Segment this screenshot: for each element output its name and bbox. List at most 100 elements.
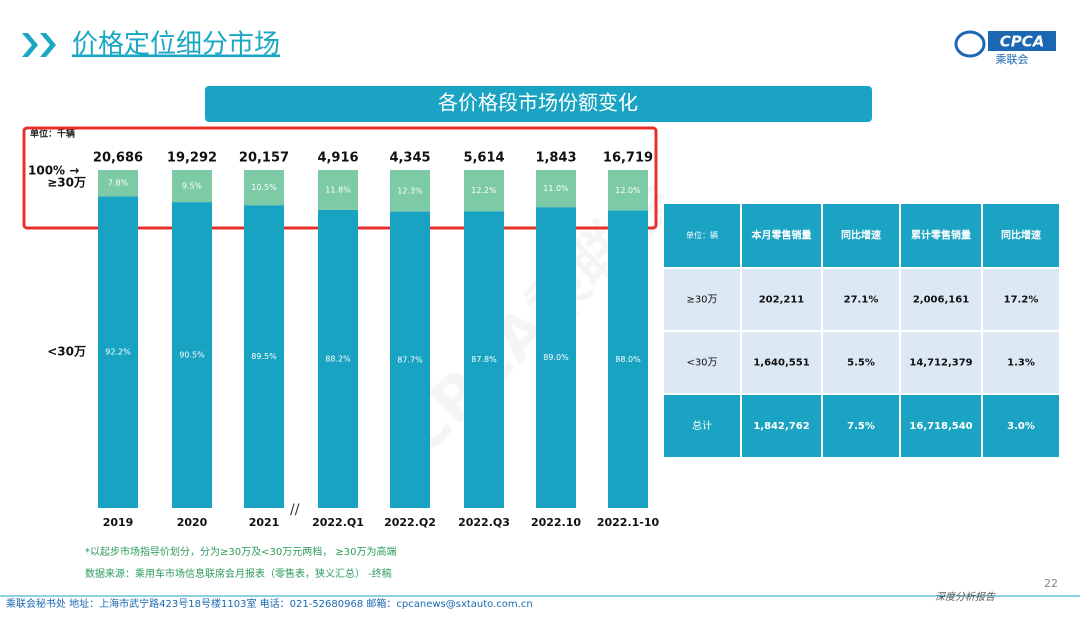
table-cell bbox=[981, 393, 1061, 459]
bar-segment bbox=[464, 170, 504, 212]
data-label: 87.7% bbox=[397, 355, 423, 364]
bar-segment bbox=[464, 211, 504, 508]
table-cell bbox=[981, 330, 1061, 395]
table-cell bbox=[899, 202, 983, 269]
table-text: 3.0% bbox=[1007, 421, 1035, 432]
note: *以起步市场指导价划分，分为≥30万及<30万元两档， ≥30万为高端 bbox=[85, 545, 397, 558]
x-tick-label: 2022.Q1 bbox=[312, 516, 364, 529]
data-label: 12.3% bbox=[397, 186, 423, 195]
bar-segment bbox=[536, 207, 576, 508]
top-label: 100% → bbox=[28, 164, 79, 178]
table-cell bbox=[899, 330, 983, 395]
x-tick-label: 2022.10 bbox=[531, 516, 581, 529]
total-label: 16,719 bbox=[603, 151, 653, 166]
bar-segment bbox=[98, 170, 138, 197]
footer-address: 乘联会秘书处 地址：上海市武宁路423号18号楼1103室 电话：021-526… bbox=[6, 597, 533, 610]
data-label: 89.0% bbox=[543, 353, 569, 362]
table-cell bbox=[662, 267, 742, 332]
table-text: 14,712,379 bbox=[909, 358, 972, 369]
unit-label: 单位：千辆 bbox=[30, 128, 75, 140]
logo-icon bbox=[954, 30, 986, 58]
data-label: 9.5% bbox=[182, 182, 203, 191]
bar-segment bbox=[390, 211, 430, 508]
bar-segment bbox=[172, 202, 212, 509]
chart-banner bbox=[205, 86, 872, 122]
table-text: 本月零售销量 bbox=[752, 229, 812, 242]
slide-title: 价格定位细分市场 bbox=[72, 30, 280, 60]
data-label: 12.2% bbox=[471, 186, 497, 195]
table-cell bbox=[821, 393, 901, 459]
table-cell bbox=[740, 202, 823, 269]
logo-box bbox=[988, 31, 1056, 51]
x-tick-label: 2022.Q2 bbox=[384, 516, 436, 529]
x-tick-label: 2022.Q3 bbox=[458, 516, 510, 529]
table-text: 同比增速 bbox=[841, 229, 881, 242]
data-label: 88.0% bbox=[615, 355, 641, 364]
table-text: 5.5% bbox=[847, 358, 875, 369]
table-cell bbox=[821, 267, 901, 332]
footer-tagline: 深度分析报告 bbox=[935, 591, 996, 603]
x-tick-label: 2020 bbox=[177, 516, 208, 529]
data-label: 88.2% bbox=[325, 354, 351, 363]
table-text: 1,842,762 bbox=[753, 421, 809, 432]
bar-segment bbox=[244, 170, 284, 206]
total-label: 20,157 bbox=[239, 151, 289, 166]
total-label: 5,614 bbox=[463, 151, 504, 166]
total-label: 19,292 bbox=[167, 151, 217, 166]
bar-segment bbox=[608, 170, 648, 211]
data-label: 12.0% bbox=[615, 186, 641, 195]
bar-segment bbox=[536, 170, 576, 208]
data-label: 92.2% bbox=[105, 348, 131, 357]
table-text: ≥30万 bbox=[686, 295, 717, 306]
total-label: 4,345 bbox=[389, 151, 430, 166]
data-label: 7.8% bbox=[108, 179, 129, 188]
table-text: 27.1% bbox=[844, 295, 879, 306]
table-text: 1.3% bbox=[1007, 358, 1035, 369]
table-cell bbox=[662, 330, 742, 395]
table-text: <30万 bbox=[686, 358, 717, 369]
table-cell bbox=[662, 393, 742, 459]
page-number: 22 bbox=[1044, 577, 1058, 590]
table-cell bbox=[662, 202, 742, 269]
table-text: 16,718,540 bbox=[909, 421, 972, 432]
table-text: 单位：辆 bbox=[686, 230, 718, 240]
table-text: 总计 bbox=[692, 419, 712, 432]
x-tick-label: 2021 bbox=[249, 516, 280, 529]
table-text: 同比增速 bbox=[1001, 229, 1041, 242]
data-label: 87.8% bbox=[471, 355, 497, 364]
chevron-icon bbox=[22, 33, 56, 57]
table-cell bbox=[740, 267, 823, 332]
data-label: 90.5% bbox=[179, 351, 205, 360]
chart-title: 各价格段市场份额变化 bbox=[438, 91, 638, 115]
table-text: 累计零售销量 bbox=[911, 229, 971, 242]
bar-segment bbox=[390, 170, 430, 212]
total-label: 20,686 bbox=[93, 151, 143, 166]
x-tick-label: 2022.1-10 bbox=[597, 516, 660, 529]
total-label: 1,843 bbox=[535, 151, 576, 166]
series-label: ≥30万 bbox=[47, 176, 86, 190]
note: 数据来源：乘用车市场信息联席会月报表（零售表，狭义汇总） -终稿 bbox=[85, 567, 392, 580]
x-tick-label: 2019 bbox=[103, 516, 134, 529]
logo-sub: 乘联会 bbox=[996, 53, 1029, 66]
series-label: <30万 bbox=[47, 345, 86, 359]
table-cell bbox=[740, 330, 823, 395]
bar-segment bbox=[318, 170, 358, 210]
table-cell bbox=[821, 330, 901, 395]
bar-segment bbox=[244, 205, 284, 509]
data-label: 11.8% bbox=[325, 185, 351, 194]
data-label: 11.0% bbox=[543, 184, 569, 193]
table-text: 202,211 bbox=[759, 295, 805, 306]
bar-segment bbox=[98, 196, 138, 508]
bar-segment bbox=[172, 170, 212, 203]
logo-text: CPCA bbox=[1000, 33, 1045, 51]
axis-break: // bbox=[290, 502, 300, 518]
bar-segment bbox=[608, 210, 648, 508]
table-text: 2,006,161 bbox=[913, 295, 969, 306]
bar-segment bbox=[318, 209, 358, 508]
data-label: 10.5% bbox=[251, 183, 277, 192]
table-text: 7.5% bbox=[847, 421, 875, 432]
table-text: 1,640,551 bbox=[753, 358, 809, 369]
data-label: 89.5% bbox=[251, 352, 277, 361]
table-cell bbox=[981, 202, 1061, 269]
